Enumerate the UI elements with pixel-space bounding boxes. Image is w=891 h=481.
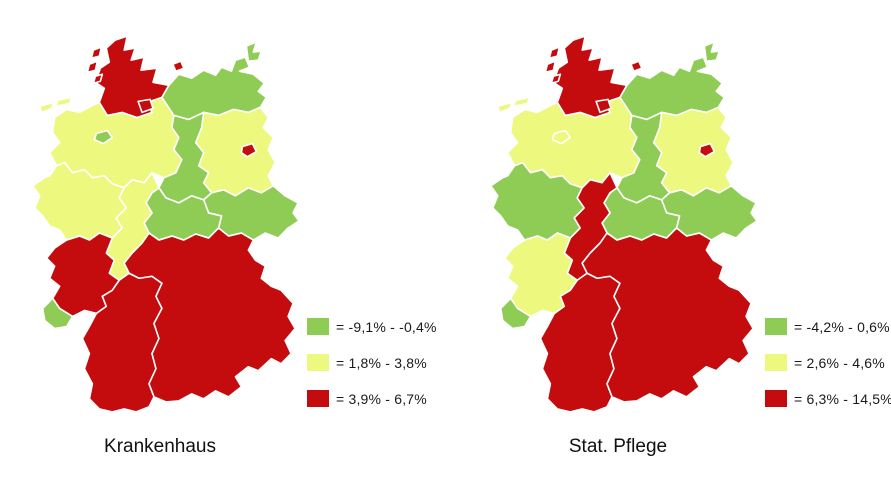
island-nordfriesische-insel-2	[86, 60, 99, 74]
island-ruegen-insel	[245, 41, 263, 62]
state-brandenburg	[652, 106, 734, 197]
island-nordfriesische-insel-3	[92, 73, 104, 85]
island-nordfriesische-insel-1	[90, 46, 103, 59]
state-berlin	[698, 142, 716, 158]
state-brandenburg	[194, 106, 276, 197]
state-saarland	[499, 297, 532, 330]
state-saarland	[41, 297, 74, 330]
state-hamburg	[137, 98, 154, 114]
island-ostfriesische-insel-1	[496, 101, 513, 114]
island-nordfriesische-insel-2	[544, 60, 557, 74]
island-ostfriesische-insel-2	[54, 96, 73, 108]
island-ostfriesische-insel-2	[512, 96, 531, 108]
map-panel-krankenhaus: = -9,1% - -0,4% = 1,8% - 3,8% = 3,9% - 6…	[0, 0, 445, 481]
legend-swatch-green	[765, 318, 787, 335]
legend-label: = -9,1% - -0,4%	[336, 318, 437, 335]
state-hamburg	[595, 98, 612, 114]
state-bremen	[551, 129, 572, 145]
legend-item: = 2,6% - 4,6%	[765, 352, 891, 373]
legend-label: = -4,2% - 0,6%	[794, 318, 890, 335]
legend-label: = 3,9% - 6,7%	[336, 390, 427, 407]
map-panel-stat-pflege: = -4,2% - 0,6% = 2,6% - 4,6% = 6,3% - 14…	[458, 0, 891, 481]
legend-item: = -4,2% - 0,6%	[765, 316, 891, 337]
legend-item: = 3,9% - 6,7%	[307, 388, 437, 409]
legend-item: = -9,1% - -0,4%	[307, 316, 437, 337]
map-title-stat-pflege: Stat. Pflege	[568, 436, 668, 457]
state-bremen	[93, 129, 114, 145]
germany-map-krankenhaus	[32, 35, 300, 413]
legend-swatch-yellow	[765, 354, 787, 371]
germany-map-stat-pflege	[490, 35, 758, 413]
legend-swatch-yellow	[307, 354, 329, 371]
island-ruegen-insel	[703, 41, 721, 62]
legend-item: = 6,3% - 14,5%	[765, 388, 891, 409]
legend-label: = 1,8% - 3,8%	[336, 354, 427, 371]
island-fehmarn-insel	[630, 60, 643, 73]
legend-krankenhaus: = -9,1% - -0,4% = 1,8% - 3,8% = 3,9% - 6…	[307, 316, 437, 424]
island-fehmarn-insel	[172, 60, 185, 73]
legend-stat-pflege: = -4,2% - 0,6% = 2,6% - 4,6% = 6,3% - 14…	[765, 316, 891, 424]
map-title-krankenhaus: Krankenhaus	[104, 436, 216, 457]
legend-label: = 2,6% - 4,6%	[794, 354, 885, 371]
state-berlin	[240, 142, 258, 158]
island-nordfriesische-insel-1	[548, 46, 561, 59]
legend-swatch-red	[765, 390, 787, 407]
legend-label: = 6,3% - 14,5%	[794, 390, 891, 407]
legend-swatch-red	[307, 390, 329, 407]
island-nordfriesische-insel-3	[550, 73, 562, 85]
island-ostfriesische-insel-1	[38, 101, 55, 114]
legend-item: = 1,8% - 3,8%	[307, 352, 437, 373]
state-bayern	[123, 227, 296, 403]
state-bayern	[581, 227, 754, 403]
legend-swatch-green	[307, 318, 329, 335]
